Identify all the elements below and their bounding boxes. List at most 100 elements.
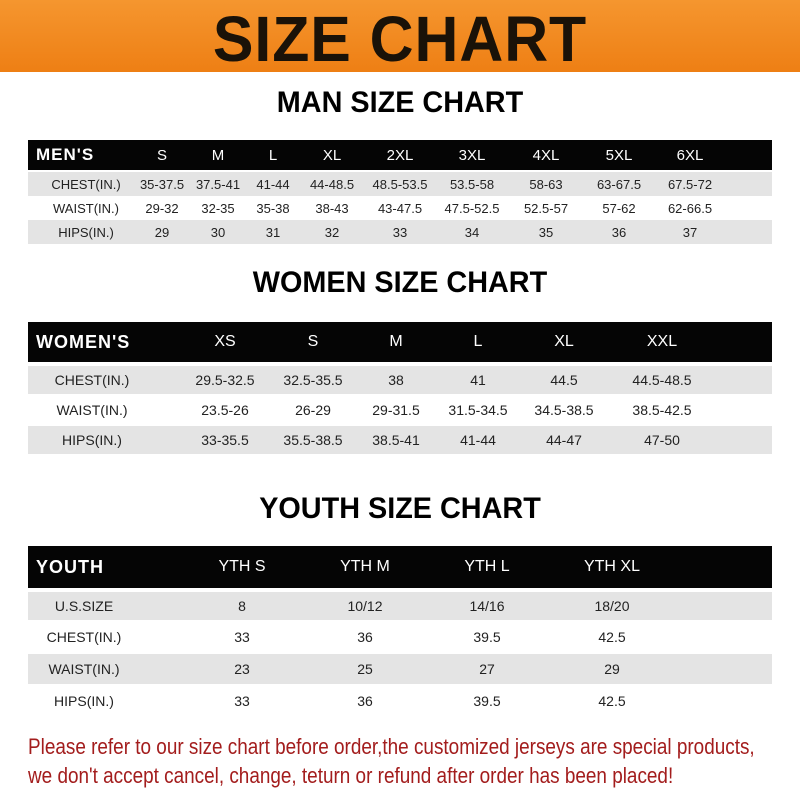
table-cell: 37 xyxy=(682,224,698,240)
table-cell: 47-50 xyxy=(644,432,680,448)
table-cell: 41-44 xyxy=(460,432,496,448)
size-header-cell: 6XL xyxy=(676,146,704,164)
size-header-cell: M xyxy=(211,146,225,164)
size-header-cell: M xyxy=(389,333,403,350)
table-header-row: WOMEN'S XS S M L XL XXL xyxy=(28,322,772,362)
table-cell: 36 xyxy=(357,629,373,645)
size-header-cell: 5XL xyxy=(605,146,633,164)
table-row: CHEST(IN.) 33 36 39.5 42.5 xyxy=(28,622,772,652)
measurement-label: WAIST(IN.) xyxy=(56,402,128,418)
measurement-label: CHEST(IN.) xyxy=(46,629,122,645)
table-title-cell: YOUTH xyxy=(36,556,104,577)
table-cell: 35-37.5 xyxy=(139,176,185,192)
table-cell: 8 xyxy=(238,598,246,614)
table-title-cell: WOMEN'S xyxy=(36,331,131,352)
size-header-cell: L xyxy=(268,146,278,164)
table-cell: 33 xyxy=(392,224,408,240)
size-header-cell: S xyxy=(156,146,167,164)
table-cell: 36 xyxy=(357,693,373,709)
table-cell: 48.5-53.5 xyxy=(372,176,428,192)
table-header-row: MEN'S S M L XL 2XL 3XL 4XL 5XL 6XL xyxy=(28,140,772,170)
footer-notice-line-2: we don't accept cancel, change, teturn o… xyxy=(28,763,674,788)
measurement-label: HIPS(IN.) xyxy=(54,693,114,709)
table-cell: 31 xyxy=(265,224,281,240)
table-cell: 62-66.5 xyxy=(667,200,713,216)
table-cell: 14/16 xyxy=(469,598,505,614)
size-header-cell: YTH L xyxy=(464,558,510,575)
table-row: WAIST(IN.) 23.5-26 26-29 29-31.5 31.5-34.5 34… xyxy=(28,396,772,424)
banner: SIZE CHART xyxy=(0,0,800,75)
table-cell: 29-31.5 xyxy=(372,402,420,418)
table-cell: 41 xyxy=(470,372,486,388)
table-cell: 10/12 xyxy=(347,598,383,614)
measurement-label: CHEST(IN.) xyxy=(54,372,130,388)
table-cell: 52.5-57 xyxy=(523,200,569,216)
table-row: HIPS(IN.) 33 36 39.5 42.5 xyxy=(28,686,772,716)
table-row: HIPS(IN.) 29 30 31 32 33 34 35 36 37 xyxy=(28,220,772,244)
measurement-label: HIPS(IN.) xyxy=(62,432,122,448)
table-cell: 53.5-58 xyxy=(449,176,495,192)
size-header-cell: L xyxy=(473,333,483,350)
table-cell: 38.5-41 xyxy=(372,432,420,448)
measurement-label: WAIST(IN.) xyxy=(53,200,119,216)
table-cell: 29 xyxy=(604,661,620,677)
women-section-title: WOMEN SIZE CHART xyxy=(252,266,548,299)
table-cell: 29 xyxy=(154,224,170,240)
table-cell: 33 xyxy=(234,693,250,709)
table-row: CHEST(IN.) 35-37.5 37.5-41 41-44 44-48.5 48.5… xyxy=(28,172,772,196)
table-cell: 38 xyxy=(388,372,404,388)
measurement-label: U.S.SIZE xyxy=(54,598,114,614)
table-cell: 26-29 xyxy=(295,402,331,418)
size-header-cell: S xyxy=(307,333,319,350)
size-header-cell: 3XL xyxy=(458,146,486,164)
table-cell: 32 xyxy=(324,224,340,240)
table-cell: 41-44 xyxy=(256,176,290,192)
size-header-cell: 2XL xyxy=(386,146,414,164)
table-row: U.S.SIZE 8 10/12 14/16 18/20 xyxy=(28,592,772,620)
size-header-cell: YTH S xyxy=(218,558,266,575)
size-header-cell: YTH M xyxy=(340,558,390,575)
measurement-label: WAIST(IN.) xyxy=(48,661,120,677)
size-header-cell: YTH XL xyxy=(583,558,640,575)
measurement-label: CHEST(IN.) xyxy=(51,176,121,192)
table-cell: 42.5 xyxy=(598,629,626,645)
size-header-cell: XL xyxy=(554,333,574,350)
footer-notice-line-1: Please refer to our size chart before or… xyxy=(28,734,755,759)
table-cell: 44.5 xyxy=(550,372,578,388)
measurement-label: HIPS(IN.) xyxy=(58,224,114,240)
table-cell: 39.5 xyxy=(473,693,501,709)
size-header-cell: XXL xyxy=(646,333,678,350)
table-cell: 67.5-72 xyxy=(667,176,713,192)
table-cell: 32.5-35.5 xyxy=(283,372,343,388)
table-cell: 38-43 xyxy=(315,200,349,216)
table-cell: 33-35.5 xyxy=(201,432,249,448)
table-cell: 43-47.5 xyxy=(377,200,423,216)
table-cell: 63-67.5 xyxy=(596,176,642,192)
table-cell: 34.5-38.5 xyxy=(534,402,594,418)
youth-section-title: YOUTH SIZE CHART xyxy=(259,492,541,525)
table-title-cell: MEN'S xyxy=(36,145,95,164)
table-cell: 57-62 xyxy=(602,200,636,216)
table-cell: 44-48.5 xyxy=(309,176,355,192)
table-cell: 29.5-32.5 xyxy=(195,372,255,388)
table-row: WAIST(IN.) 29-32 32-35 35-38 38-43 43-47.5 47.… xyxy=(28,196,772,220)
table-row: HIPS(IN.) 33-35.5 35.5-38.5 38.5-41 41-44 44-… xyxy=(28,426,772,454)
table-cell: 30 xyxy=(210,224,226,240)
table-cell: 25 xyxy=(357,661,373,677)
table-cell: 38.5-42.5 xyxy=(632,402,692,418)
table-cell: 35 xyxy=(538,224,554,240)
table-row: WAIST(IN.) 23 25 27 29 xyxy=(28,654,772,684)
table-cell: 23 xyxy=(234,661,250,677)
table-cell: 42.5 xyxy=(598,693,626,709)
table-cell: 35-38 xyxy=(256,200,290,216)
size-header-cell: XS xyxy=(214,333,236,350)
table-cell: 29-32 xyxy=(145,200,179,216)
table-cell: 35.5-38.5 xyxy=(283,432,343,448)
size-header-cell: XL xyxy=(322,146,342,164)
table-cell: 32-35 xyxy=(201,200,235,216)
table-cell: 44.5-48.5 xyxy=(632,372,692,388)
table-cell: 37.5-41 xyxy=(195,176,241,192)
table-cell: 34 xyxy=(464,224,480,240)
size-header-cell: 4XL xyxy=(532,146,560,164)
men-section-title: MAN SIZE CHART xyxy=(276,86,524,119)
